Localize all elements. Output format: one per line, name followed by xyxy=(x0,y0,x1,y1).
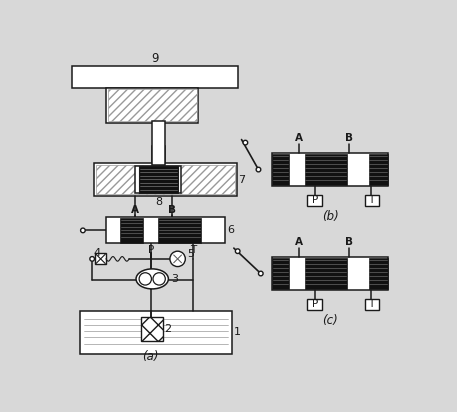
Circle shape xyxy=(256,167,261,172)
Bar xyxy=(80,311,232,353)
Bar xyxy=(106,217,225,243)
Bar xyxy=(152,146,165,164)
Bar xyxy=(272,258,289,289)
Text: 6: 6 xyxy=(227,225,234,235)
Text: 5: 5 xyxy=(187,249,194,259)
Bar xyxy=(307,299,322,310)
Bar xyxy=(272,258,388,290)
Text: A: A xyxy=(295,237,303,247)
Text: 4: 4 xyxy=(93,248,101,258)
Bar xyxy=(152,121,165,165)
Bar xyxy=(95,164,237,196)
Bar xyxy=(107,89,197,121)
Bar xyxy=(365,195,378,206)
Bar xyxy=(305,154,347,185)
Text: (a): (a) xyxy=(143,350,159,363)
Text: 7: 7 xyxy=(239,175,245,185)
Text: P: P xyxy=(312,299,318,309)
Circle shape xyxy=(235,249,240,253)
Text: P: P xyxy=(148,245,154,255)
Bar xyxy=(141,317,163,340)
Bar xyxy=(139,166,178,193)
Text: 9: 9 xyxy=(151,52,158,65)
Bar xyxy=(96,165,235,194)
Text: 3: 3 xyxy=(171,274,178,284)
Bar xyxy=(72,66,238,88)
Text: (c): (c) xyxy=(322,314,338,327)
Text: T: T xyxy=(368,195,374,205)
Text: P: P xyxy=(312,195,318,205)
Circle shape xyxy=(90,257,95,261)
Bar xyxy=(95,253,106,264)
Circle shape xyxy=(243,140,248,145)
Text: A: A xyxy=(295,133,303,143)
Text: T: T xyxy=(368,299,374,309)
Text: (b): (b) xyxy=(322,211,339,223)
Text: B: B xyxy=(168,205,176,215)
Text: B: B xyxy=(345,237,353,247)
Bar xyxy=(305,258,347,289)
Text: 8: 8 xyxy=(155,197,162,207)
Bar xyxy=(369,154,388,185)
Bar xyxy=(369,258,388,289)
Circle shape xyxy=(259,271,263,276)
Bar xyxy=(307,195,322,206)
Bar xyxy=(159,218,201,243)
Circle shape xyxy=(139,273,151,285)
Bar xyxy=(135,166,181,193)
Bar xyxy=(272,153,388,186)
Circle shape xyxy=(80,228,85,233)
Bar xyxy=(272,154,289,185)
Text: 2: 2 xyxy=(165,324,172,334)
Bar xyxy=(120,218,143,243)
Text: T: T xyxy=(190,245,196,255)
Text: A: A xyxy=(131,205,139,215)
Text: 1: 1 xyxy=(234,327,241,337)
Ellipse shape xyxy=(136,269,168,289)
Bar xyxy=(106,88,198,123)
Circle shape xyxy=(170,251,186,267)
Bar xyxy=(365,299,378,310)
Text: B: B xyxy=(345,133,353,143)
Circle shape xyxy=(153,273,165,285)
